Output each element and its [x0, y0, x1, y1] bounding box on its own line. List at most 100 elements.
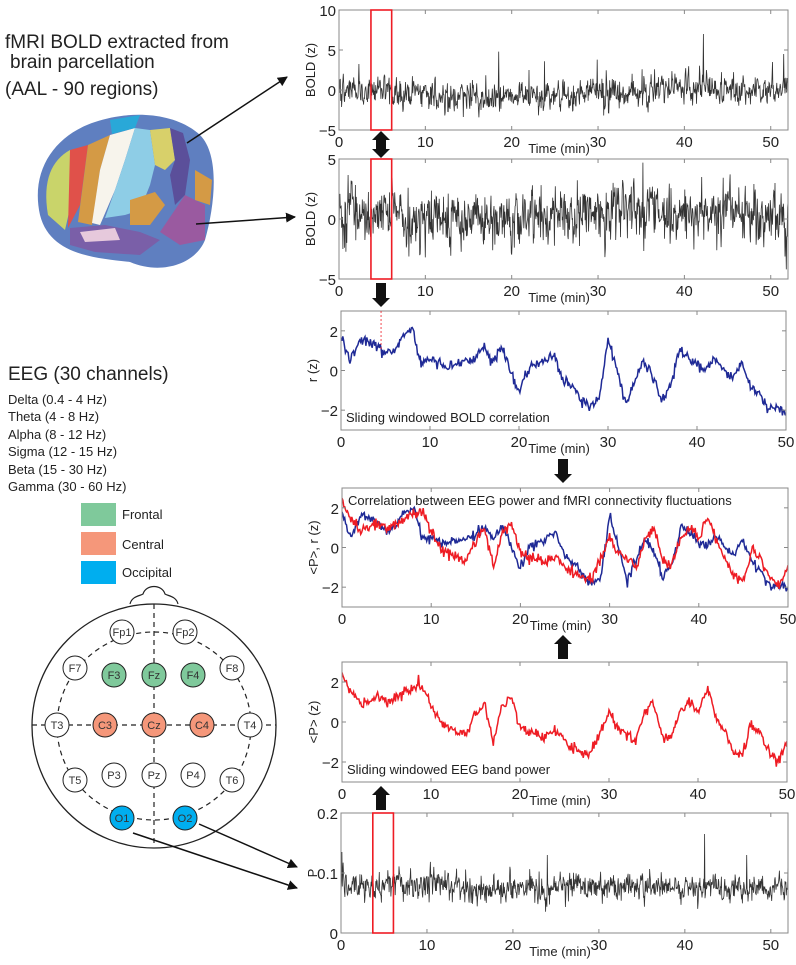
- x-axis-label: Time (min): [528, 141, 590, 156]
- electrode-fp2: Fp2: [172, 619, 198, 645]
- electrode-circle: [189, 712, 215, 738]
- x-axis-label: Time (min): [529, 793, 591, 808]
- series-line-1: [341, 326, 786, 416]
- series-line-1: [341, 833, 788, 912]
- brain-parcellation-image: [37, 114, 214, 268]
- legend-label: Occipital: [122, 565, 172, 580]
- y-tick-label: −2: [322, 580, 339, 597]
- legend-swatch-central: [81, 532, 116, 555]
- x-tick-label: 40: [689, 434, 706, 451]
- electrode-circle: [237, 712, 263, 738]
- x-axis-label: Time (min): [528, 441, 590, 456]
- y-tick-label: 0: [330, 364, 338, 381]
- y-tick-label: 0: [330, 926, 338, 943]
- y-axis-label: r (z): [305, 359, 320, 382]
- highlight-window-box: [372, 812, 395, 934]
- electrode-fp1: Fp1: [109, 619, 135, 645]
- x-tick-label: 50: [762, 134, 779, 151]
- y-tick-label: 0.2: [317, 806, 338, 823]
- series-line-1: [342, 672, 787, 767]
- electrode-circle: [62, 767, 88, 793]
- electrode-circle: [141, 762, 167, 788]
- x-tick-label: 30: [600, 434, 617, 451]
- electrode-c3: C3: [92, 712, 118, 738]
- electrode-circle: [141, 662, 167, 688]
- electrode-t6: T6: [219, 767, 245, 793]
- chart-annotation: Sliding windowed EEG band power: [347, 762, 551, 777]
- x-tick-label: 50: [780, 611, 796, 628]
- down-arrow-icon: [554, 459, 572, 483]
- electrode-label: Fz: [148, 670, 160, 682]
- y-tick-label: 0.1: [317, 866, 338, 883]
- electrode-circle: [92, 712, 118, 738]
- chart-panel-5: 0 10 20 30 40 50 −2 0 2 Time (min) <P> (z) Sliding …: [306, 661, 796, 808]
- chart-annotation: Correlation between EEG power and fMRI c…: [348, 493, 732, 508]
- electrode-label: Fp1: [113, 627, 132, 639]
- arrow-o2-to-power: [198, 823, 298, 868]
- x-tick-label: 50: [762, 283, 779, 300]
- electrode-cz: Cz: [141, 712, 167, 738]
- x-tick-label: 40: [677, 937, 694, 954]
- electrode-label: T6: [226, 775, 239, 787]
- electrode-fz: Fz: [141, 662, 167, 688]
- electrode-pz: Pz: [141, 762, 167, 788]
- y-tick-label: −5: [319, 123, 336, 140]
- y-axis-label: <P>, r (z): [306, 520, 321, 574]
- legend-label: Frontal: [122, 507, 163, 522]
- x-axis-label: Time (min): [530, 618, 592, 633]
- electrode-circle: [180, 762, 206, 788]
- x-tick-label: 20: [503, 134, 520, 151]
- up-arrow-icon: [372, 786, 390, 810]
- electrode-circle: [219, 655, 245, 681]
- x-tick-label: 0: [338, 611, 346, 628]
- electrode-circle: [172, 619, 198, 645]
- x-axis-label: Time (min): [528, 290, 590, 305]
- electrode-p4: P4: [180, 762, 206, 788]
- x-tick-label: 50: [779, 786, 796, 803]
- electrode-f7: F7: [62, 655, 88, 681]
- electrode-label: T4: [244, 720, 257, 732]
- x-tick-label: 0: [335, 283, 343, 300]
- arrow-brain-to-bold2: [195, 212, 296, 225]
- x-tick-label: 40: [690, 611, 707, 628]
- electrode-label: Pz: [148, 770, 161, 782]
- nose-shape: [129, 585, 179, 605]
- y-tick-label: 0: [331, 715, 339, 732]
- electrode-label: T3: [51, 720, 64, 732]
- y-tick-label: 2: [331, 675, 339, 692]
- highlight-window-box: [370, 9, 393, 131]
- x-tick-label: 10: [419, 937, 436, 954]
- arrow-brain-to-bold1: [186, 76, 288, 144]
- electrode-label: O2: [178, 813, 193, 825]
- axes-frame: [340, 812, 789, 934]
- electrode-f3: F3: [101, 662, 127, 688]
- x-tick-label: 10: [423, 611, 440, 628]
- flow-arrows: [372, 131, 572, 810]
- x-axis-label: Time (min): [529, 944, 591, 959]
- y-axis-label: <P> (z): [306, 701, 321, 744]
- x-tick-label: 30: [590, 134, 607, 151]
- band-item: Theta (4 - 8 Hz): [8, 409, 99, 424]
- band-item: Alpha (8 - 12 Hz): [8, 427, 106, 442]
- arrow-o1-to-power: [132, 832, 298, 890]
- double-arrow-icon: [372, 131, 390, 158]
- x-tick-label: 20: [511, 434, 528, 451]
- electrode-label: F7: [69, 663, 82, 675]
- x-tick-label: 30: [591, 937, 608, 954]
- electrode-label: P4: [186, 770, 199, 782]
- fmri-title-line2: brain parcellation: [10, 52, 155, 73]
- highlight-window-box: [370, 158, 393, 280]
- electrode-label: C4: [195, 720, 209, 732]
- legend-swatch-frontal: [81, 503, 116, 526]
- electrode-circle: [109, 805, 135, 831]
- y-tick-label: 0: [328, 212, 336, 229]
- electrode-f4: F4: [180, 662, 206, 688]
- x-tick-label: 0: [337, 937, 345, 954]
- chart-panel-4: 0 10 20 30 40 50 −2 0 2 Time (min) <P>, r (z) Corre…: [306, 487, 796, 633]
- series-line-1: [339, 33, 788, 118]
- x-tick-label: 20: [512, 786, 529, 803]
- band-list: Delta (0.4 - 4 Hz) Theta (4 - 8 Hz) Alph…: [8, 392, 126, 494]
- electrode-circle: [44, 712, 70, 738]
- electrode-label: Fp2: [176, 627, 195, 639]
